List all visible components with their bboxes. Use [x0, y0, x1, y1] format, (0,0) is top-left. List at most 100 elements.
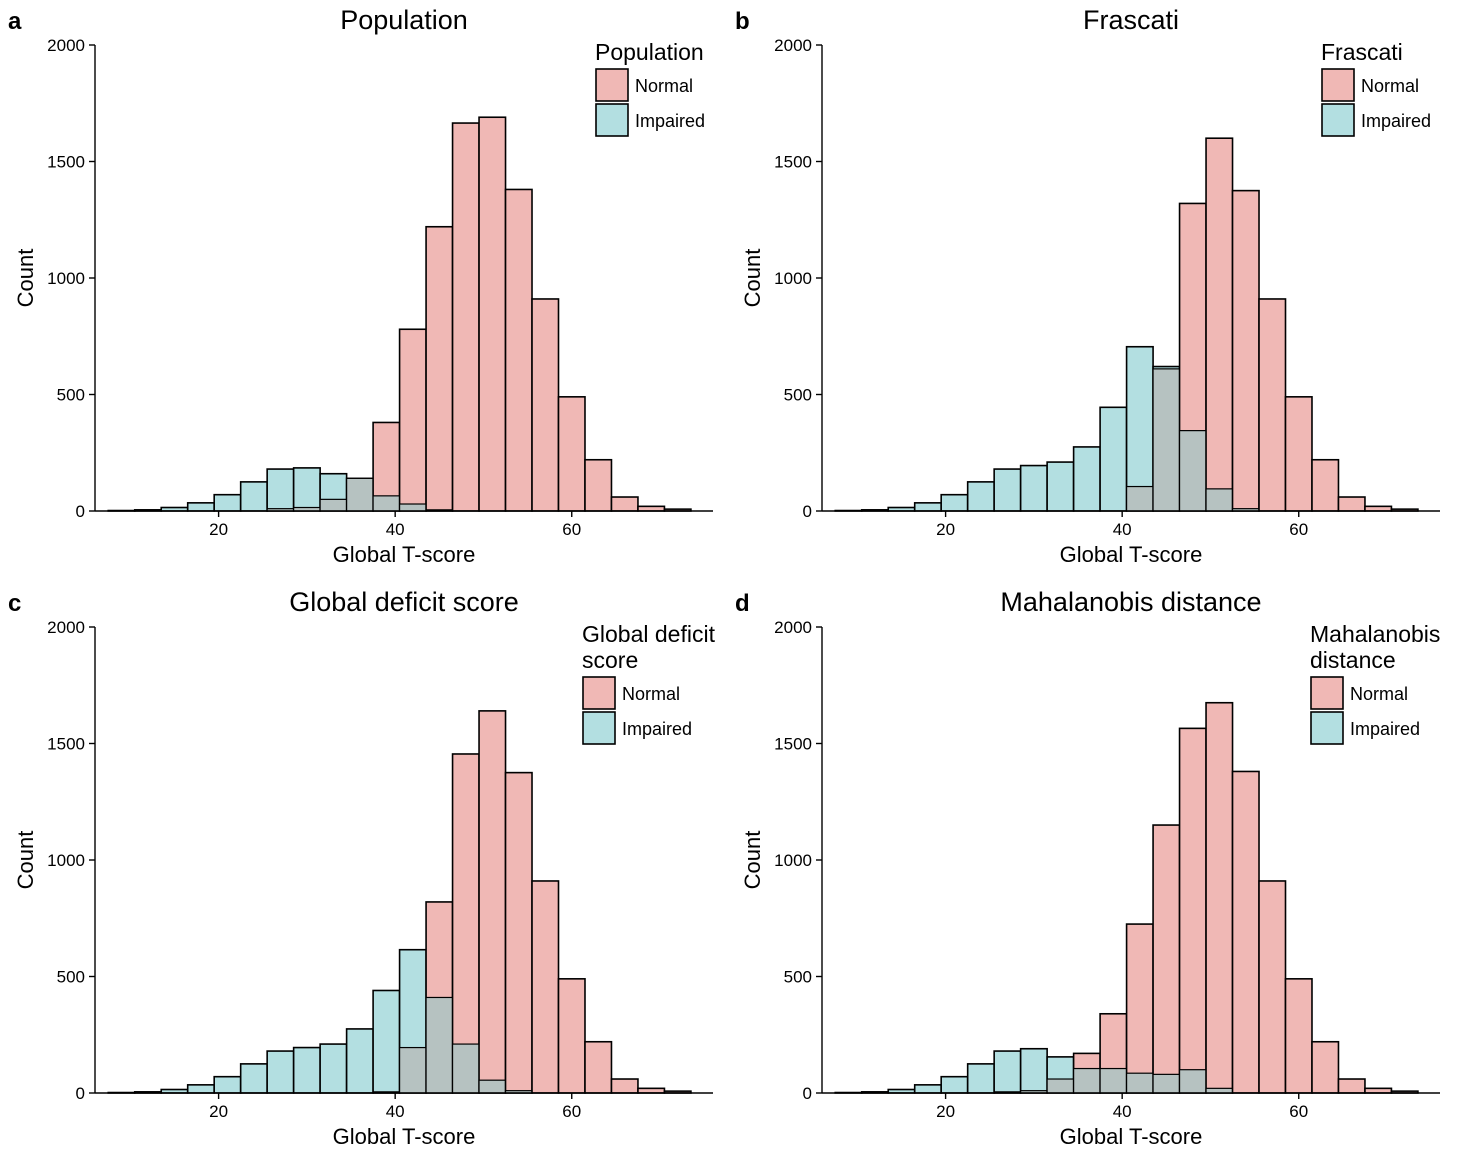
- y-tick-label: 500: [784, 968, 812, 987]
- x-tick-label: 60: [1289, 520, 1308, 539]
- y-tick-label: 1500: [47, 153, 85, 172]
- bar-normal-45: [425, 225, 454, 512]
- bar-normal-60: [1284, 978, 1313, 1094]
- y-tick-label: 1500: [774, 735, 812, 754]
- bar-normal-57: [531, 880, 560, 1094]
- legend-title: Mahalanobis: [1310, 621, 1440, 647]
- x-axis-title: Global T-score: [333, 542, 476, 567]
- x-tick-label: 20: [209, 520, 228, 539]
- legend-swatch-impaired: [582, 711, 616, 745]
- bar-normal-45: [1152, 824, 1181, 1094]
- legend-label-normal: Normal: [635, 76, 693, 96]
- bar-overlap-45: [425, 996, 454, 1094]
- x-tick-label: 20: [936, 1102, 955, 1121]
- y-tick-label: 0: [803, 1084, 812, 1103]
- bar-normal-42: [1125, 923, 1154, 1094]
- y-tick-label: 500: [784, 386, 812, 405]
- bar-normal-51: [1205, 137, 1234, 512]
- bar-overlap-42: [1125, 485, 1154, 512]
- bar-overlap-42: [398, 1046, 427, 1094]
- bar-impaired-39: [1099, 406, 1128, 512]
- bar-impaired-33: [1046, 461, 1075, 512]
- bar-overlap-48: [1178, 430, 1207, 512]
- panel-letter: a: [8, 8, 22, 35]
- legend-title: score: [582, 647, 638, 673]
- bars: [107, 116, 692, 512]
- y-tick-label: 2000: [774, 36, 812, 55]
- legend-swatch-normal: [1321, 68, 1355, 102]
- panel-letter: b: [735, 8, 750, 35]
- bar-impaired-21: [213, 493, 242, 512]
- y-axis-title: Count: [740, 831, 765, 890]
- bar-normal-60: [557, 978, 586, 1094]
- y-tick-label: 1000: [47, 851, 85, 870]
- legend-swatch-impaired: [1310, 711, 1344, 745]
- x-tick-label: 60: [562, 520, 581, 539]
- y-tick-label: 2000: [774, 618, 812, 637]
- bar-impaired-24: [239, 1063, 268, 1094]
- y-tick-label: 1000: [774, 269, 812, 288]
- bar-impaired-27: [993, 1050, 1022, 1094]
- bar-impaired-30: [1019, 464, 1048, 512]
- bar-impaired-30: [1019, 1047, 1048, 1094]
- panel-title: Frascati: [1083, 5, 1179, 35]
- bar-normal-48: [1178, 727, 1207, 1094]
- bar-normal-63: [584, 458, 613, 512]
- panel-b: b Frascati 0 500 1000 1500 2000 20 40 60 Global T-…: [735, 5, 1440, 567]
- bar-overlap-48: [451, 1043, 480, 1094]
- bar-impaired-18: [186, 1084, 215, 1094]
- bar-normal-66: [1337, 1078, 1366, 1094]
- y-tick-label: 0: [803, 502, 812, 521]
- bars: [834, 701, 1419, 1094]
- legend: Population Normal Impaired: [595, 39, 705, 137]
- bar-normal-57: [1258, 880, 1287, 1094]
- legend-swatch-normal: [1310, 676, 1344, 710]
- y-tick-label: 0: [76, 1084, 85, 1103]
- legend-swatch-impaired: [1321, 103, 1355, 137]
- x-tick-label: 20: [936, 520, 955, 539]
- bar-normal-60: [557, 396, 586, 512]
- y-tick-label: 2000: [47, 36, 85, 55]
- bar-overlap-51: [1205, 488, 1234, 512]
- x-tick-label: 40: [386, 520, 405, 539]
- bar-normal-54: [1231, 770, 1260, 1094]
- bars: [107, 710, 692, 1094]
- panel-letter: d: [735, 590, 750, 617]
- bar-overlap-36: [1073, 1067, 1101, 1094]
- x-axis-title: Global T-score: [333, 1124, 476, 1149]
- bar-normal-54: [504, 771, 533, 1094]
- y-tick-label: 500: [57, 968, 85, 987]
- bar-impaired-24: [239, 481, 268, 512]
- legend-label-impaired: Impaired: [635, 111, 705, 131]
- panel-letter: c: [8, 590, 21, 617]
- bar-overlap-33: [319, 498, 348, 512]
- bar-normal-60: [1284, 396, 1313, 512]
- bar-impaired-24: [966, 481, 995, 512]
- panel-title: Population: [340, 5, 468, 35]
- bar-normal-51: [478, 710, 507, 1094]
- bar-impaired-36: [1072, 446, 1101, 512]
- bar-impaired-24: [966, 1063, 995, 1094]
- bar-impaired-18: [913, 502, 942, 512]
- bar-overlap-42: [398, 503, 427, 512]
- panel-c: c Global deficit score 0 500 1000 1500 2000 20 4…: [8, 587, 716, 1149]
- x-tick-label: 60: [562, 1102, 581, 1121]
- y-tick-label: 0: [76, 502, 85, 521]
- legend-title: distance: [1310, 647, 1396, 673]
- legend-label-normal: Normal: [1350, 684, 1408, 704]
- bar-normal-51: [1205, 701, 1234, 1094]
- x-tick-label: 40: [386, 1102, 405, 1121]
- bar-overlap-48: [1178, 1069, 1207, 1094]
- legend-label-impaired: Impaired: [1361, 111, 1431, 131]
- x-axis-title: Global T-score: [1060, 1124, 1203, 1149]
- legend: Frascati Normal Impaired: [1321, 39, 1431, 137]
- x-tick-label: 40: [1113, 520, 1132, 539]
- y-axis-title: Count: [13, 249, 38, 308]
- bar-normal-54: [1231, 189, 1260, 512]
- bar-normal-66: [610, 1078, 639, 1094]
- y-tick-label: 500: [57, 386, 85, 405]
- legend-title: Population: [595, 39, 704, 65]
- y-tick-label: 1500: [47, 735, 85, 754]
